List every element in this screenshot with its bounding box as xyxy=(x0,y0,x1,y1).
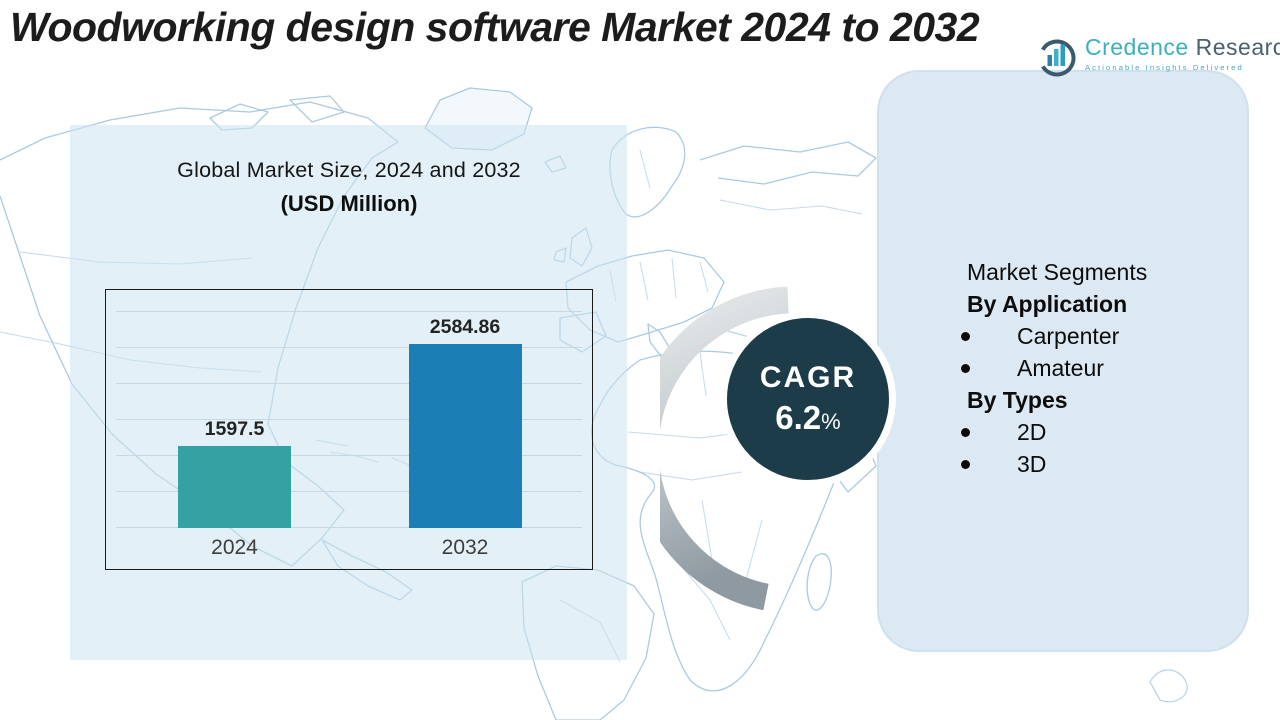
list-item: 3D xyxy=(961,448,1231,480)
list-item: Amateur xyxy=(961,352,1231,384)
brand-name-primary: Credence xyxy=(1085,34,1189,60)
page-title: Woodworking design software Market 2024 … xyxy=(10,4,980,50)
gridline xyxy=(116,527,582,528)
segment-item-label: Carpenter xyxy=(1017,323,1120,349)
bar-chart: 1597.5 2024 2584.86 2032 xyxy=(105,289,593,570)
segment-group-title-types: By Types xyxy=(967,387,1068,413)
x-axis-label: 2024 xyxy=(211,536,258,559)
cagr-badge: CAGR 6.2% xyxy=(720,311,896,487)
segment-group-title-application: By Application xyxy=(967,291,1128,317)
chart-backdrop-panel xyxy=(70,125,627,660)
gridline xyxy=(116,419,582,420)
segment-item-label: 3D xyxy=(1017,451,1047,477)
bar-2032 xyxy=(408,344,522,528)
bar-value-label: 2584.86 xyxy=(429,316,501,338)
bullet-icon xyxy=(961,332,970,341)
bullet-icon xyxy=(961,460,970,469)
cagr-crescent-swoosh xyxy=(660,286,789,611)
gridline xyxy=(116,347,582,348)
credence-research-logo: Credence Research Actionable Insights De… xyxy=(1034,34,1280,80)
market-segments-panel: Market Segments By Application Carpenter… xyxy=(877,70,1249,652)
segment-item-label: Amateur xyxy=(1017,355,1104,381)
segments-content: Market Segments By Application Carpenter… xyxy=(961,256,1231,480)
gridline xyxy=(116,383,582,384)
gridline xyxy=(116,491,582,492)
logo-text: Credence Research Actionable Insights De… xyxy=(1085,34,1280,72)
bar-chart-logo-icon xyxy=(1038,39,1076,77)
bar-2024 xyxy=(178,446,291,528)
segment-item-label: 2D xyxy=(1017,419,1047,445)
x-axis-label: 2032 xyxy=(441,536,489,559)
chart-subtitle: (USD Million) xyxy=(280,191,418,216)
cagr-value-number: 6.2 xyxy=(775,399,822,436)
bullet-icon xyxy=(961,364,970,373)
cagr-percent-sign: % xyxy=(821,409,841,434)
chart-title: Global Market Size, 2024 and 2032 xyxy=(177,158,521,182)
cagr-label: CAGR xyxy=(759,361,857,394)
list-item: Carpenter xyxy=(961,320,1231,352)
bar-value-label: 1597.5 xyxy=(204,418,265,440)
gridline xyxy=(116,311,582,312)
list-item: 2D xyxy=(961,416,1231,448)
logo-tagline: Actionable Insights Delivered xyxy=(1085,63,1244,72)
cagr-value: 6.2% xyxy=(775,399,840,437)
bullet-icon xyxy=(961,428,970,437)
segments-heading: Market Segments xyxy=(967,259,1148,285)
gridline xyxy=(116,455,582,456)
brand-name-secondary: Research xyxy=(1195,34,1280,60)
